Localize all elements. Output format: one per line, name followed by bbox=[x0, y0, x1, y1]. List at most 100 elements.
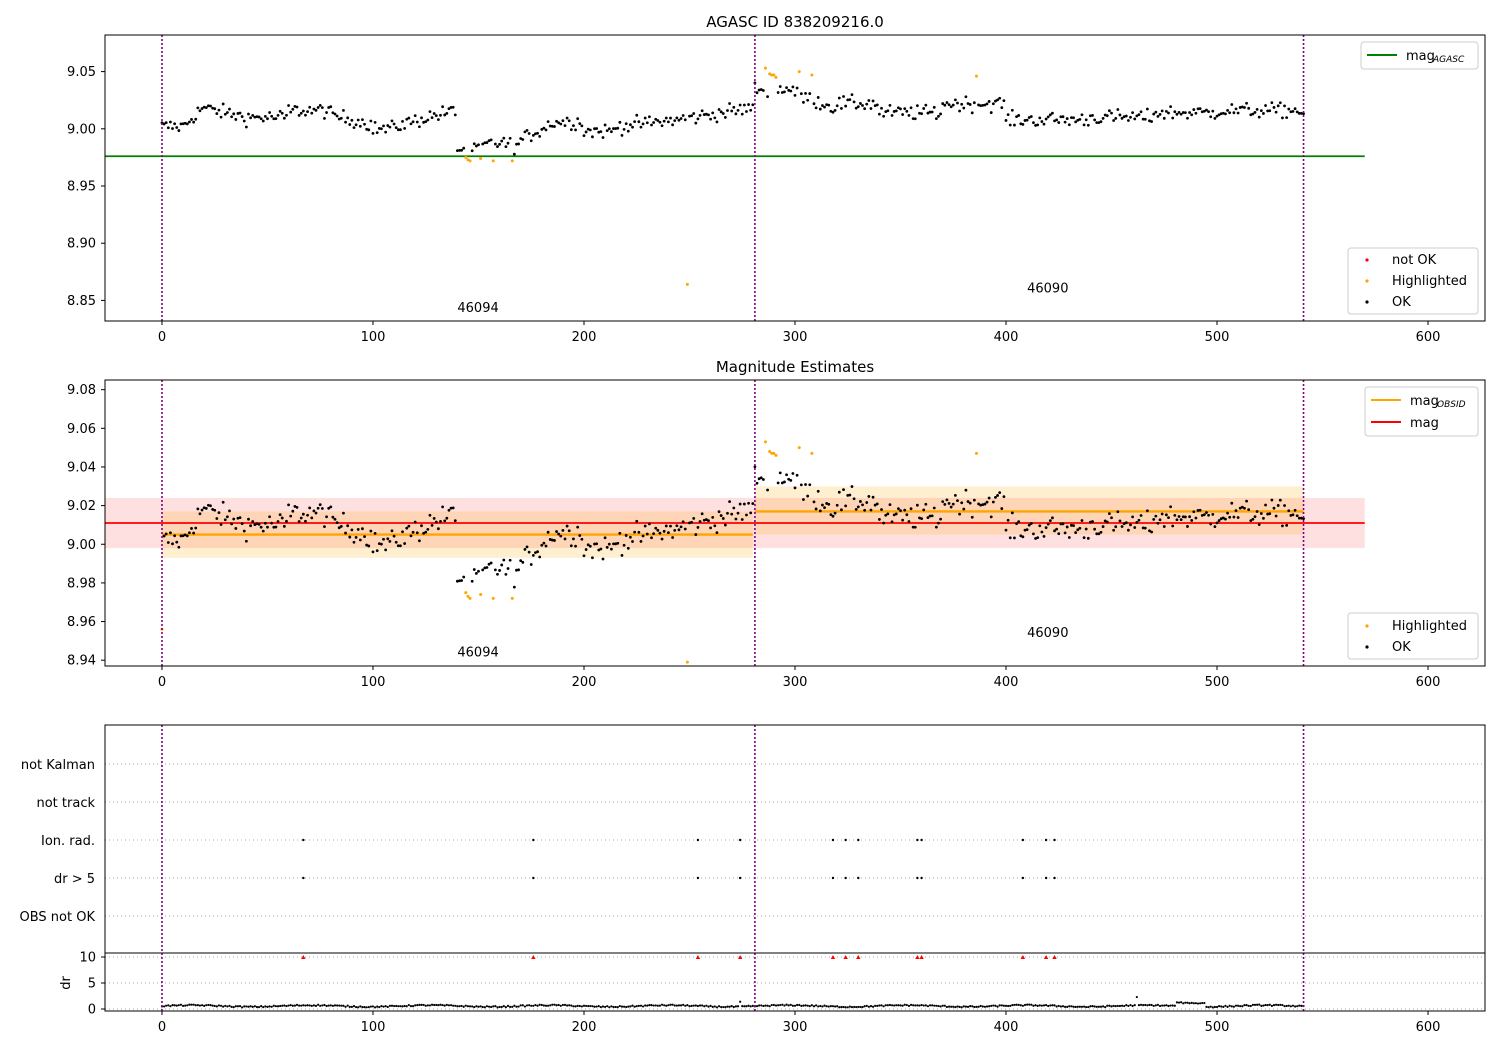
ok-point bbox=[580, 124, 584, 128]
dr-point bbox=[717, 1005, 721, 1008]
ok-point bbox=[717, 108, 721, 111]
flag-event-point bbox=[1044, 838, 1048, 842]
ok-point bbox=[723, 523, 727, 527]
ok-point bbox=[861, 503, 864, 507]
ok-point bbox=[1027, 523, 1031, 527]
panel2-legend-bottom: Highlighted OK bbox=[1347, 612, 1479, 660]
ok-point bbox=[399, 544, 402, 548]
ok-point bbox=[363, 535, 366, 539]
x-tick-label: 100 bbox=[361, 330, 386, 345]
dr-point bbox=[270, 1005, 273, 1008]
dr-point bbox=[783, 1004, 786, 1007]
ok-point bbox=[1173, 513, 1177, 517]
ok-point bbox=[1019, 534, 1023, 538]
ok-point bbox=[785, 473, 788, 477]
ok-point bbox=[732, 506, 736, 510]
ok-point bbox=[865, 501, 869, 504]
ok-point bbox=[892, 513, 896, 517]
ok-point bbox=[1148, 119, 1151, 123]
ok-point bbox=[434, 114, 438, 118]
ok-point bbox=[913, 117, 917, 121]
ok-point bbox=[278, 513, 282, 517]
ok-point bbox=[926, 516, 930, 520]
ok-point bbox=[1089, 114, 1092, 118]
dr-point bbox=[401, 1005, 404, 1008]
ok-point bbox=[415, 120, 419, 124]
dr-point bbox=[956, 1005, 959, 1008]
dr-point bbox=[1180, 1001, 1183, 1004]
ok-point bbox=[894, 512, 898, 516]
ok-point bbox=[1190, 519, 1194, 522]
dr-point bbox=[253, 1005, 256, 1008]
ok-point bbox=[234, 118, 238, 121]
ok-point bbox=[230, 115, 234, 119]
ok-point bbox=[447, 107, 451, 111]
dr-point bbox=[331, 1004, 334, 1007]
ok-point bbox=[553, 539, 556, 542]
ok-point bbox=[1036, 123, 1040, 127]
dr-point bbox=[928, 1004, 932, 1007]
dr-point bbox=[909, 1003, 913, 1006]
ok-point bbox=[274, 117, 278, 121]
dr-point bbox=[1148, 1003, 1151, 1006]
ok-point bbox=[323, 525, 326, 528]
dr-point bbox=[1063, 1005, 1067, 1008]
ok-point bbox=[572, 537, 575, 541]
dr-point bbox=[570, 1004, 573, 1007]
dr-point bbox=[317, 1003, 320, 1006]
ok-point bbox=[1253, 111, 1257, 114]
highlighted-point bbox=[974, 74, 978, 78]
ok-point bbox=[1196, 509, 1200, 512]
ok-point bbox=[804, 483, 807, 486]
ok-point bbox=[584, 130, 588, 134]
ok-point bbox=[854, 508, 858, 511]
ok-point bbox=[1051, 111, 1054, 115]
legend-box bbox=[1360, 41, 1479, 70]
ok-point bbox=[365, 543, 369, 547]
ok-point bbox=[930, 110, 934, 114]
dr-point bbox=[747, 1004, 750, 1007]
panel2-plot-area bbox=[105, 380, 1365, 666]
ok-point bbox=[987, 100, 991, 103]
ok-point bbox=[502, 136, 506, 140]
ok-point bbox=[759, 476, 763, 480]
ok-point bbox=[977, 103, 980, 107]
ok-point bbox=[1259, 109, 1263, 113]
ok-point bbox=[318, 503, 322, 507]
dr-point bbox=[926, 1005, 930, 1008]
dr-point bbox=[1053, 1004, 1056, 1007]
ok-point bbox=[907, 113, 911, 117]
dr-point bbox=[380, 1004, 383, 1008]
ok-point bbox=[238, 111, 242, 115]
ok-point bbox=[966, 102, 970, 105]
ok-point bbox=[1251, 112, 1255, 116]
ok-point bbox=[618, 120, 622, 124]
ok-point bbox=[415, 531, 419, 535]
dr-point bbox=[1068, 1005, 1071, 1008]
ok-point bbox=[641, 534, 645, 538]
ok-point bbox=[342, 511, 345, 515]
panel3-plot-area bbox=[105, 725, 1485, 1011]
ok-point bbox=[1255, 108, 1259, 111]
highlighted-point bbox=[810, 451, 814, 455]
ok-point bbox=[1126, 119, 1130, 122]
ok-point bbox=[436, 118, 440, 121]
ok-point bbox=[1253, 515, 1257, 519]
ok-point bbox=[719, 110, 723, 114]
ok-point bbox=[388, 125, 392, 129]
ok-point bbox=[1205, 108, 1208, 112]
dr-point bbox=[359, 1005, 362, 1008]
ok-point bbox=[1139, 514, 1143, 517]
ok-point bbox=[335, 521, 339, 524]
ok-point bbox=[692, 516, 696, 520]
legend-label: OK bbox=[1392, 640, 1411, 655]
ok-point bbox=[1158, 112, 1162, 116]
ok-point bbox=[899, 107, 902, 111]
dr-point bbox=[1296, 1005, 1299, 1008]
ok-point bbox=[512, 585, 516, 589]
dr-point bbox=[1009, 1004, 1012, 1007]
ok-point bbox=[485, 141, 489, 144]
dr-point bbox=[762, 1004, 765, 1008]
ok-point bbox=[694, 121, 698, 125]
ok-point bbox=[878, 518, 881, 521]
